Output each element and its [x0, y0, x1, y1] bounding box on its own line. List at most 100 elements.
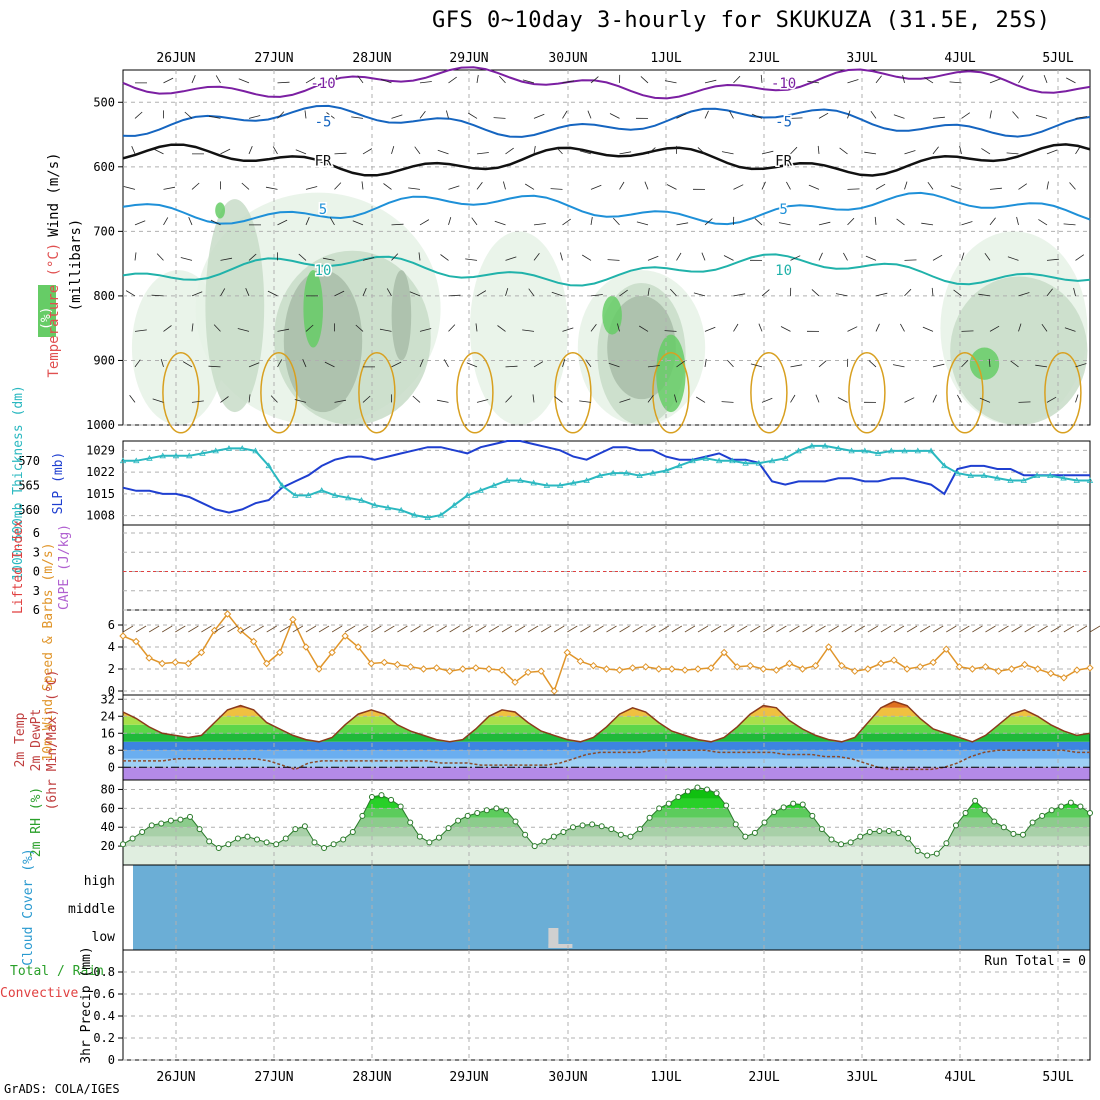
wind-barb	[1069, 182, 1076, 190]
thickness-point	[702, 454, 710, 461]
rh-band	[123, 787, 1090, 790]
rh-point	[589, 821, 596, 828]
wind-barb	[184, 111, 193, 119]
rh-point	[742, 833, 749, 840]
wind-barb	[494, 220, 506, 226]
wind-barb	[865, 255, 877, 261]
rh-point	[723, 802, 730, 809]
wind-barb	[839, 147, 848, 155]
surface-wind-barb	[344, 625, 356, 633]
wind-barb	[815, 394, 820, 403]
wind-speed-point	[1047, 669, 1055, 678]
wind-speed-point	[354, 643, 362, 651]
rh-point	[282, 835, 289, 842]
wind-barb	[778, 222, 791, 226]
wind-barb	[835, 293, 848, 297]
wind-barb	[448, 76, 457, 84]
cape-tick-label: 3	[33, 545, 40, 559]
cape-tick-label: 6	[33, 526, 40, 540]
wind-barb	[701, 252, 706, 261]
rh-point	[167, 817, 174, 824]
date-label-bottom: 4JUL	[944, 1070, 975, 1085]
surface-wind-barb	[266, 625, 277, 633]
isotherm-line	[122, 253, 1091, 287]
surface-wind-barb	[985, 625, 996, 633]
wind-speed-point	[367, 659, 375, 668]
rh-shading-area	[602, 295, 622, 335]
cloud-level-label: high	[84, 874, 115, 889]
wind-speed-point	[393, 660, 402, 669]
wind-barb	[248, 146, 253, 155]
wind-barb	[419, 359, 424, 368]
wind-speed-point	[524, 668, 532, 677]
wind-barb	[191, 400, 204, 403]
wind-tick-label: 4	[108, 640, 115, 654]
wind-barb	[391, 361, 402, 368]
thickness-point	[715, 457, 723, 464]
temp-band	[123, 701, 1090, 708]
rh-point	[292, 826, 299, 833]
wind-barb	[619, 289, 628, 297]
wind-barb	[1075, 254, 1085, 261]
wind-barb	[248, 115, 261, 119]
wind-barb	[1046, 181, 1049, 190]
wind-barb	[123, 186, 136, 190]
wind-barb	[704, 358, 707, 367]
rh-point	[1067, 799, 1074, 806]
wind-barb	[1018, 401, 1031, 403]
wind-barb	[904, 259, 917, 261]
rh-tick-label: 80	[101, 782, 115, 796]
wind-barb	[1012, 111, 1019, 119]
wind-speed-point	[838, 661, 846, 670]
wind-barb	[704, 218, 713, 226]
precip-tick-label: 0	[108, 1053, 115, 1067]
wind-barb	[562, 80, 575, 84]
temp-band	[123, 707, 1090, 717]
surface-wind-barb	[763, 625, 774, 633]
wind-barb	[721, 401, 734, 403]
temp-tick-label: 24	[101, 709, 115, 723]
rh-point	[828, 836, 835, 843]
wind-speed-point	[249, 637, 258, 646]
thickness-point	[503, 477, 511, 483]
thickness-point	[424, 514, 431, 520]
thickness-point	[199, 450, 206, 456]
wind-barb	[590, 324, 597, 332]
wind-barb	[152, 398, 164, 403]
thickness-point	[119, 457, 127, 464]
wind-barb	[305, 217, 310, 226]
wind-speed-point	[877, 659, 885, 668]
wind-speed-point	[981, 663, 990, 671]
wind-barb	[1035, 114, 1048, 119]
wind-barb	[817, 145, 820, 154]
cloud-cover-fill	[133, 865, 1090, 950]
surface-temp-contour	[260, 351, 298, 434]
rh-tick-label: 20	[101, 839, 115, 853]
isotherm-label: -5	[315, 115, 332, 131]
surface-wind-barb	[972, 625, 983, 633]
wind-barb	[904, 397, 915, 403]
wind-barb	[533, 361, 544, 368]
rh-point	[876, 828, 883, 834]
surface-wind-barb	[253, 625, 264, 633]
wind-barb	[160, 358, 164, 368]
wind-barb	[562, 218, 571, 226]
thickness-point	[768, 457, 776, 464]
wind-barb	[305, 324, 314, 332]
rh-point	[349, 828, 356, 835]
thickness-point	[1007, 477, 1014, 483]
rh-point	[895, 829, 902, 836]
rh-point	[799, 801, 806, 808]
wind-barb	[676, 222, 689, 226]
surface-wind-barb	[1011, 625, 1022, 633]
wind-barb	[277, 328, 290, 332]
wind-speed-point	[119, 632, 127, 640]
wind-barb	[237, 328, 250, 332]
wind-barb	[950, 185, 962, 190]
surface-wind-barb	[488, 625, 500, 633]
wind-speed-point	[890, 656, 898, 664]
rh-point	[502, 807, 509, 814]
wind-barb	[448, 216, 452, 226]
rh-point	[263, 839, 270, 846]
